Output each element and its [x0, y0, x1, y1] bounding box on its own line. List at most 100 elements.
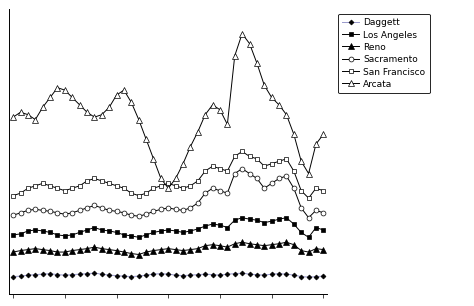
Sacramento: [298, 206, 304, 210]
San Francisco: [143, 191, 149, 195]
Los Angeles: [188, 229, 193, 233]
San Francisco: [158, 184, 164, 188]
Daggett: [165, 272, 171, 276]
Arcata: [246, 42, 252, 45]
Reno: [165, 247, 171, 250]
Los Angeles: [298, 231, 304, 234]
Daggett: [33, 273, 38, 276]
Arcata: [106, 106, 112, 109]
Arcata: [69, 96, 75, 99]
Los Angeles: [128, 234, 134, 238]
Daggett: [55, 273, 60, 276]
Reno: [269, 243, 274, 247]
Daggett: [151, 272, 156, 276]
Line: Los Angeles: Los Angeles: [11, 215, 326, 240]
Daggett: [254, 273, 260, 276]
Sacramento: [180, 208, 186, 212]
Sacramento: [202, 191, 208, 195]
San Francisco: [188, 184, 193, 188]
San Francisco: [320, 189, 326, 192]
Sacramento: [225, 191, 230, 195]
Los Angeles: [121, 233, 127, 237]
San Francisco: [99, 179, 105, 183]
Reno: [62, 250, 68, 254]
Reno: [246, 242, 252, 245]
San Francisco: [195, 179, 201, 183]
Los Angeles: [106, 229, 112, 233]
Los Angeles: [291, 222, 297, 226]
Sacramento: [320, 211, 326, 215]
San Francisco: [33, 184, 38, 188]
Arcata: [121, 88, 127, 92]
Daggett: [320, 274, 326, 278]
Los Angeles: [269, 219, 274, 223]
Daggett: [269, 272, 274, 276]
Sacramento: [33, 207, 38, 211]
Arcata: [114, 93, 119, 97]
Sacramento: [84, 206, 90, 210]
Daggett: [217, 273, 223, 277]
Arcata: [84, 110, 90, 114]
Los Angeles: [18, 232, 23, 236]
Line: Reno: Reno: [10, 240, 326, 257]
Daggett: [232, 272, 237, 275]
Daggett: [210, 273, 215, 276]
Los Angeles: [210, 222, 215, 226]
Reno: [320, 248, 326, 252]
Los Angeles: [151, 231, 156, 234]
Sacramento: [262, 186, 267, 190]
Arcata: [99, 113, 105, 117]
San Francisco: [18, 191, 23, 195]
Reno: [283, 241, 289, 244]
Sacramento: [10, 213, 16, 217]
Arcata: [47, 96, 53, 99]
San Francisco: [62, 189, 68, 192]
Arcata: [136, 118, 142, 121]
San Francisco: [136, 194, 142, 197]
Sacramento: [269, 181, 274, 185]
Sacramento: [232, 172, 237, 175]
Reno: [136, 253, 142, 256]
San Francisco: [306, 196, 311, 200]
Sacramento: [91, 203, 97, 207]
Los Angeles: [33, 228, 38, 232]
Arcata: [239, 32, 245, 35]
Sacramento: [62, 212, 68, 216]
Reno: [77, 248, 82, 252]
Daggett: [306, 275, 311, 279]
Sacramento: [128, 213, 134, 217]
Line: Daggett: Daggett: [11, 271, 325, 279]
Reno: [69, 249, 75, 252]
Daggett: [10, 275, 16, 278]
Los Angeles: [202, 224, 208, 228]
Reno: [254, 243, 260, 247]
Arcata: [306, 172, 311, 175]
Arcata: [25, 113, 31, 117]
Sacramento: [165, 206, 171, 210]
Sacramento: [195, 201, 201, 205]
Los Angeles: [158, 229, 164, 233]
Reno: [91, 245, 97, 249]
Daggett: [298, 275, 304, 278]
Reno: [40, 248, 46, 252]
Reno: [128, 252, 134, 256]
Daggett: [239, 271, 245, 275]
Arcata: [180, 162, 186, 166]
San Francisco: [291, 169, 297, 173]
San Francisco: [91, 177, 97, 180]
Daggett: [62, 273, 68, 277]
Los Angeles: [232, 218, 237, 222]
Los Angeles: [180, 231, 186, 234]
Reno: [158, 248, 164, 252]
San Francisco: [69, 186, 75, 190]
Sacramento: [239, 167, 245, 170]
Los Angeles: [62, 234, 68, 238]
San Francisco: [47, 184, 53, 188]
San Francisco: [77, 184, 82, 188]
Daggett: [225, 272, 230, 276]
Reno: [188, 248, 193, 252]
Los Angeles: [283, 216, 289, 219]
San Francisco: [262, 164, 267, 168]
Los Angeles: [239, 216, 245, 219]
Arcata: [18, 110, 23, 114]
